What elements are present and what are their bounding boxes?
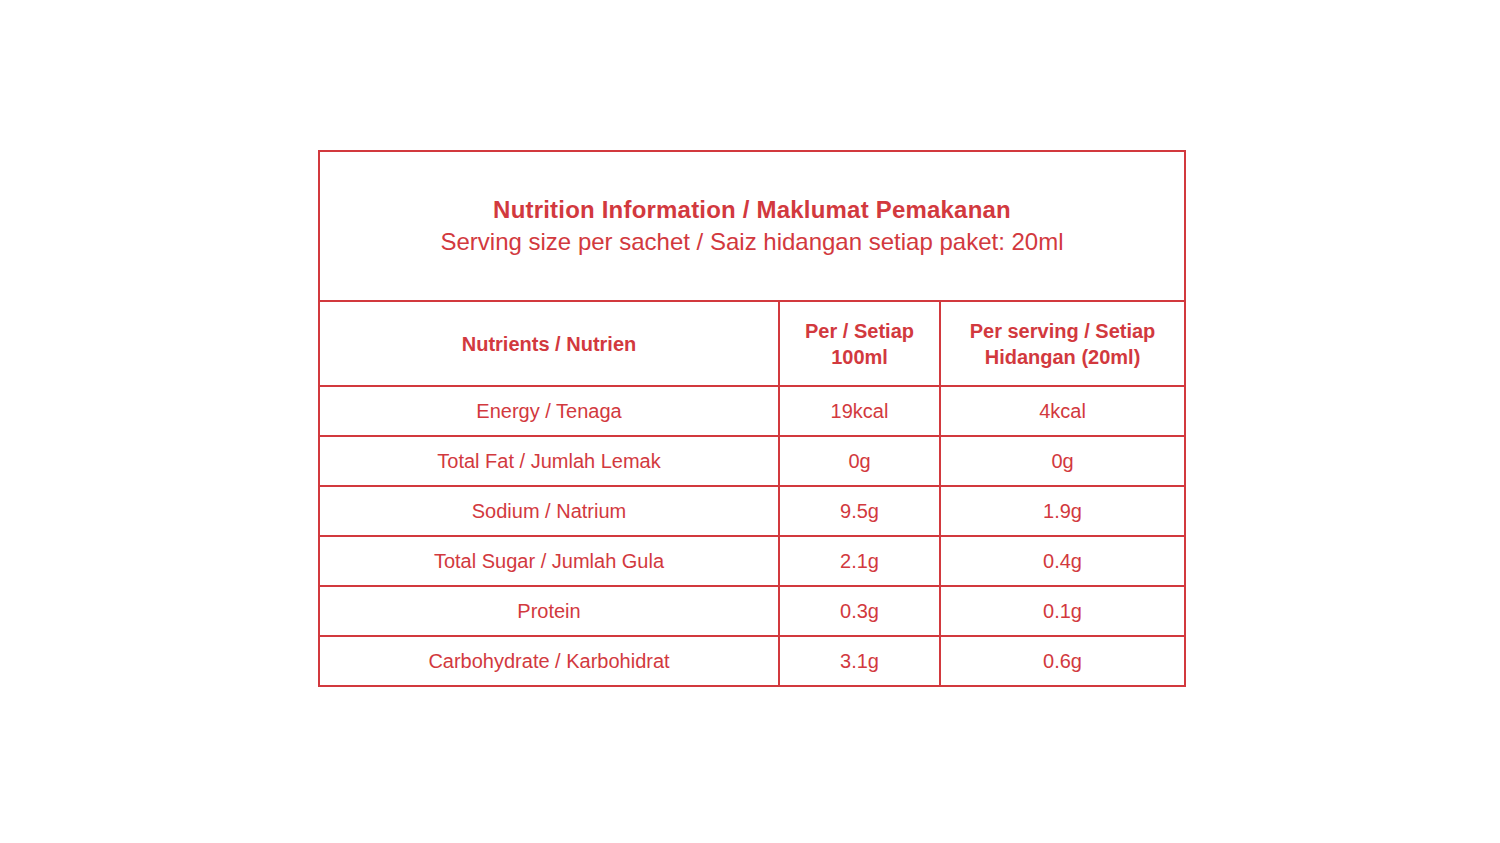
- column-header-per-serving: Per serving / Setiap Hidangan (20ml): [940, 301, 1185, 386]
- table-row-total-fat: Total Fat / Jumlah Lemak 0g 0g: [319, 436, 1185, 486]
- per-serving-value: 0g: [940, 436, 1185, 486]
- column-header-row: Nutrients / Nutrien Per / Setiap 100ml P…: [319, 301, 1185, 386]
- nutrition-information-table: Nutrition Information / Maklumat Pemakan…: [318, 150, 1186, 687]
- per-serving-value: 4kcal: [940, 386, 1185, 436]
- table-subtitle: Serving size per sachet / Saiz hidangan …: [340, 226, 1164, 258]
- table-row-protein: Protein 0.3g 0.1g: [319, 586, 1185, 636]
- page-canvas: Nutrition Information / Maklumat Pemakan…: [0, 0, 1500, 843]
- column-header-per-100ml: Per / Setiap 100ml: [779, 301, 940, 386]
- per-100ml-value: 9.5g: [779, 486, 940, 536]
- title-cell: Nutrition Information / Maklumat Pemakan…: [319, 151, 1185, 301]
- nutrient-label: Total Fat / Jumlah Lemak: [319, 436, 779, 486]
- per-100ml-value: 0.3g: [779, 586, 940, 636]
- title-row: Nutrition Information / Maklumat Pemakan…: [319, 151, 1185, 301]
- table-row-carbohydrate: Carbohydrate / Karbohidrat 3.1g 0.6g: [319, 636, 1185, 686]
- per-serving-value: 0.4g: [940, 536, 1185, 586]
- per-100ml-value: 3.1g: [779, 636, 940, 686]
- nutrient-label: Total Sugar / Jumlah Gula: [319, 536, 779, 586]
- per-serving-value: 0.6g: [940, 636, 1185, 686]
- per-serving-value: 1.9g: [940, 486, 1185, 536]
- table-row-sodium: Sodium / Natrium 9.5g 1.9g: [319, 486, 1185, 536]
- per-100ml-value: 2.1g: [779, 536, 940, 586]
- nutrient-label: Sodium / Natrium: [319, 486, 779, 536]
- table-row-energy: Energy / Tenaga 19kcal 4kcal: [319, 386, 1185, 436]
- per-100ml-value: 19kcal: [779, 386, 940, 436]
- nutrient-label: Energy / Tenaga: [319, 386, 779, 436]
- per-serving-value: 0.1g: [940, 586, 1185, 636]
- per-100ml-value: 0g: [779, 436, 940, 486]
- column-header-nutrients: Nutrients / Nutrien: [319, 301, 779, 386]
- table-title: Nutrition Information / Maklumat Pemakan…: [340, 194, 1164, 226]
- table-row-total-sugar: Total Sugar / Jumlah Gula 2.1g 0.4g: [319, 536, 1185, 586]
- nutrient-label: Protein: [319, 586, 779, 636]
- nutrient-label: Carbohydrate / Karbohidrat: [319, 636, 779, 686]
